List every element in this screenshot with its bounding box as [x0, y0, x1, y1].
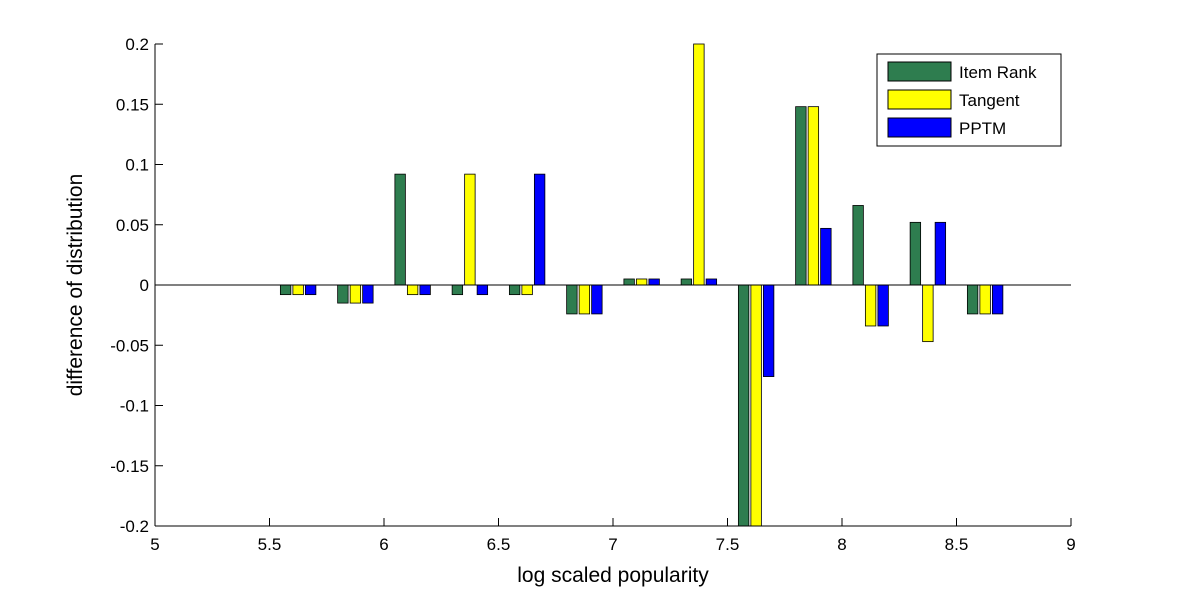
x-tick-label: 7.5 [716, 535, 740, 554]
legend-label-item-rank: Item Rank [959, 63, 1037, 82]
bar-tangent [521, 284, 533, 296]
y-tick-label: -0.15 [110, 457, 149, 476]
bar-tangent [578, 284, 591, 315]
y-tick-label: 0.05 [116, 216, 149, 235]
y-tick-label: -0.2 [120, 517, 149, 536]
legend-label-tangent: Tangent [959, 91, 1020, 110]
bar-pptm [705, 278, 718, 286]
bar-tangent [349, 284, 362, 304]
bar-item-rank [680, 278, 693, 286]
bar-item-rank [737, 284, 750, 527]
bar-pptm [591, 284, 603, 315]
bar-pptm [820, 227, 832, 286]
axes-layer: 5 5.5 6 6.5 7 7.5 8 8.5 9 -0.2 -0.15 -0.1 -0.05 0 0.05… [110, 35, 1075, 554]
x-tick-label: 9 [1066, 535, 1075, 554]
legend-label-pptm: PPTM [959, 119, 1006, 138]
y-tick-label: 0.1 [125, 156, 149, 175]
x-tick-label: 8.5 [945, 535, 969, 554]
bar-tangent [635, 278, 648, 286]
legend: Item Rank Tangent PPTM [876, 53, 1062, 147]
bar-pptm [533, 173, 546, 286]
bar-item-rank [623, 278, 635, 286]
bar-pptm [877, 284, 889, 327]
legend-swatch-tangent [887, 89, 952, 110]
bar-tangent [406, 284, 419, 296]
bar-pptm [934, 221, 947, 286]
bar-item-rank [566, 284, 578, 315]
bar-tangent [292, 284, 304, 296]
legend-swatch-pptm [887, 117, 952, 138]
bar-pptm [304, 284, 317, 296]
x-tick-label: 6.5 [487, 535, 511, 554]
bar-pptm [419, 284, 431, 296]
bar-item-rank [795, 106, 807, 286]
bar-tangent [979, 284, 991, 315]
legend-swatch-item-rank [887, 61, 952, 82]
bar-item-rank [394, 173, 406, 286]
bar-item-rank [508, 284, 521, 296]
bar-item-rank [909, 221, 922, 286]
x-tick-label: 6 [379, 535, 388, 554]
bar-item-rank [966, 284, 979, 315]
bar-item-rank [337, 284, 349, 304]
bar-tangent [464, 173, 476, 286]
y-tick-label: 0 [140, 276, 149, 295]
x-axis-label: log scaled popularity [517, 564, 709, 587]
bar-tangent [693, 43, 705, 286]
x-tick-label: 5.5 [258, 535, 282, 554]
bar-item-rank [279, 284, 292, 296]
y-tick-label: -0.1 [120, 397, 149, 416]
x-tick-label: 8 [837, 535, 846, 554]
y-tick-label: -0.05 [110, 336, 149, 355]
bars-layer [279, 43, 1004, 527]
bar-pptm [362, 284, 374, 304]
y-tick-label: 0.15 [116, 95, 149, 114]
bar-tangent [864, 284, 877, 327]
bar-tangent [807, 106, 820, 286]
y-tick-label: 0.2 [125, 35, 149, 54]
bar-pptm [476, 284, 489, 296]
bar-pptm [762, 284, 775, 377]
bar-pptm [648, 278, 660, 286]
bar-pptm [991, 284, 1004, 315]
x-tick-label: 7 [608, 535, 617, 554]
bar-tangent [750, 284, 762, 527]
x-tick-label: 5 [150, 535, 159, 554]
bar-item-rank [451, 284, 464, 296]
bar-tangent [922, 284, 934, 343]
bar-item-rank [852, 205, 864, 286]
y-axis-label: difference of distribution [64, 174, 87, 397]
